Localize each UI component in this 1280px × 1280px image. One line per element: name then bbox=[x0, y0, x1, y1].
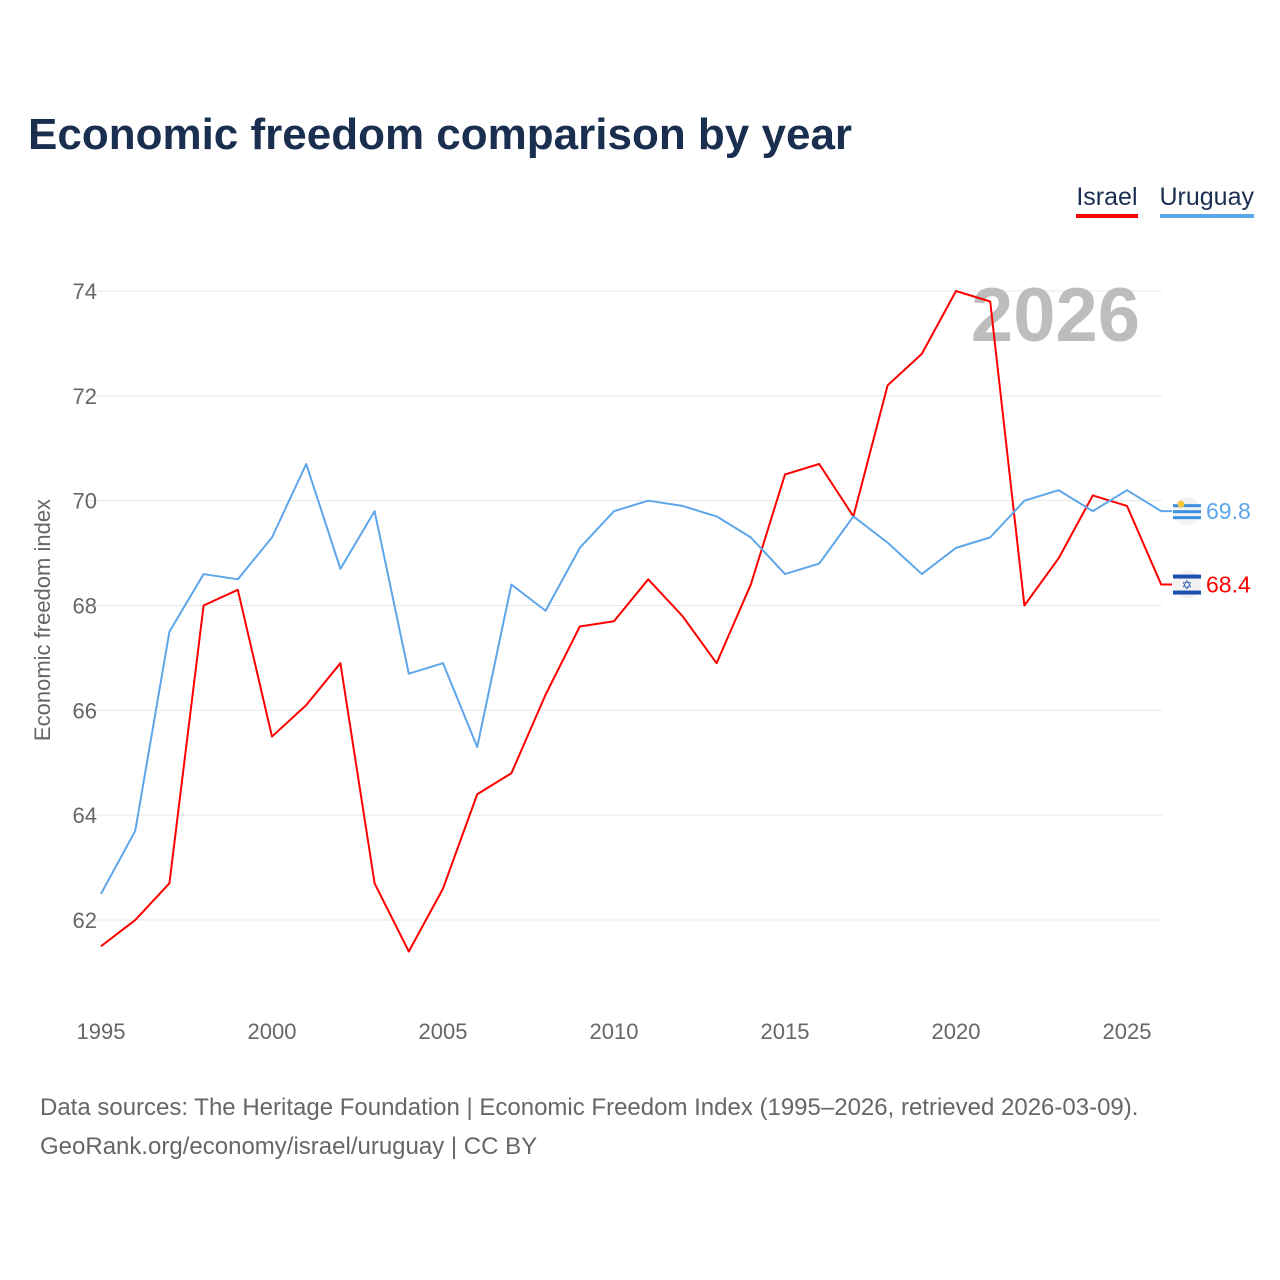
x-tick-label: 2020 bbox=[932, 1019, 981, 1044]
x-tick-label: 2010 bbox=[590, 1019, 639, 1044]
series-line-uruguay bbox=[100, 462, 1172, 895]
y-tick-label: 74 bbox=[73, 279, 97, 304]
legend-israel[interactable]: Israel bbox=[1076, 183, 1138, 218]
flag-stripe bbox=[1173, 590, 1201, 595]
y-tick-label: 62 bbox=[73, 908, 97, 933]
x-tick-label: 2000 bbox=[248, 1019, 297, 1044]
uruguay-flag-icon bbox=[1173, 497, 1201, 526]
israel-flag-icon: ✡ bbox=[1173, 570, 1201, 599]
x-tick-label: 2025 bbox=[1103, 1019, 1152, 1044]
x-tick-label: 2015 bbox=[761, 1019, 810, 1044]
flag-stripe bbox=[1173, 510, 1201, 514]
source-line-1: Data sources: The Heritage Foundation | … bbox=[40, 1094, 1139, 1121]
flag-stripe bbox=[1173, 516, 1201, 520]
legend-uruguay[interactable]: Uruguay bbox=[1159, 183, 1254, 218]
end-label-israel: 68.4 bbox=[1206, 572, 1251, 598]
chart-title: Economic freedom comparison by year bbox=[28, 110, 853, 159]
y-tick-label: 72 bbox=[73, 384, 97, 409]
star-of-david-icon: ✡ bbox=[1182, 578, 1193, 593]
y-axis-label: Economic freedom index bbox=[30, 499, 55, 741]
source-note: Data sources: The Heritage Foundation | … bbox=[40, 1088, 1138, 1166]
flag-stripe bbox=[1173, 574, 1201, 579]
series-line-israel bbox=[100, 290, 1172, 953]
source-line-2[interactable]: GeoRank.org/economy/israel/uruguay | CC … bbox=[40, 1133, 538, 1160]
y-tick-label: 64 bbox=[73, 803, 97, 828]
x-tick-label: 2005 bbox=[419, 1019, 468, 1044]
flag-stripe bbox=[1173, 504, 1201, 508]
y-tick-label: 66 bbox=[73, 698, 97, 723]
y-tick-label: 68 bbox=[73, 594, 97, 619]
sun-icon bbox=[1177, 500, 1185, 508]
x-tick-label: 1995 bbox=[77, 1019, 126, 1044]
legend: Israel Uruguay bbox=[1076, 183, 1254, 218]
year-watermark: 2026 bbox=[971, 273, 1140, 358]
y-tick-label: 70 bbox=[73, 489, 97, 514]
end-label-uruguay: 69.8 bbox=[1206, 498, 1251, 524]
